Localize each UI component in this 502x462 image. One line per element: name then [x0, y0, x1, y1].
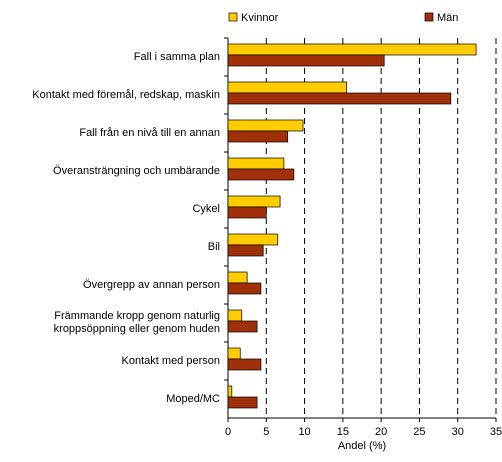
x-tick-label: 15: [337, 426, 349, 438]
y-tick-label: Cykel: [192, 202, 220, 215]
y-tick-label: Kontakt med person: [121, 354, 220, 367]
x-tick-label: 30: [452, 426, 464, 438]
bar: [227, 358, 262, 371]
legend-label: Kvinnor: [241, 12, 279, 24]
bar: [227, 244, 264, 257]
y-tick-label: Moped/MC: [166, 392, 220, 405]
bar: [227, 309, 243, 322]
bar: [227, 271, 248, 284]
bar: [227, 157, 285, 170]
bar: [227, 81, 348, 94]
x-tick-label: 25: [413, 426, 425, 438]
bar: [227, 130, 289, 143]
bar: [227, 320, 258, 333]
y-tick-label: Överansträngning och umbärande: [53, 164, 220, 177]
bar: [227, 347, 241, 360]
x-tick-label: 0: [225, 426, 231, 438]
bar: [227, 206, 267, 219]
y-tick-label: Fall från en nivå till en annan: [79, 126, 220, 139]
bar: [227, 195, 281, 208]
bar: [227, 119, 304, 132]
x-axis-label: Andel (%): [338, 440, 386, 452]
legend-swatch: [424, 12, 434, 22]
bar: [227, 396, 258, 409]
y-tick-label: Bil: [207, 240, 220, 253]
x-tick-label: 10: [298, 426, 310, 438]
y-tick-label: Främmande kropp genom naturlig kroppsöpp…: [53, 310, 220, 335]
legend-swatch: [228, 12, 238, 22]
legend-label: Män: [437, 12, 458, 24]
y-tick-label: Övergrepp av annan person: [83, 278, 220, 291]
bar: [227, 282, 262, 295]
bar: [227, 385, 233, 398]
y-tick-label: Fall i samma plan: [133, 50, 220, 63]
x-tick-label: 20: [375, 426, 387, 438]
bar: [227, 168, 295, 181]
bar: [227, 233, 279, 246]
x-tick-label: 5: [263, 426, 269, 438]
y-tick-label: Kontakt med föremål, redskap, maskin: [32, 88, 220, 101]
x-tick-label: 35: [490, 426, 502, 438]
bar: [227, 92, 452, 105]
bar: [227, 54, 385, 67]
bar: [227, 43, 477, 56]
